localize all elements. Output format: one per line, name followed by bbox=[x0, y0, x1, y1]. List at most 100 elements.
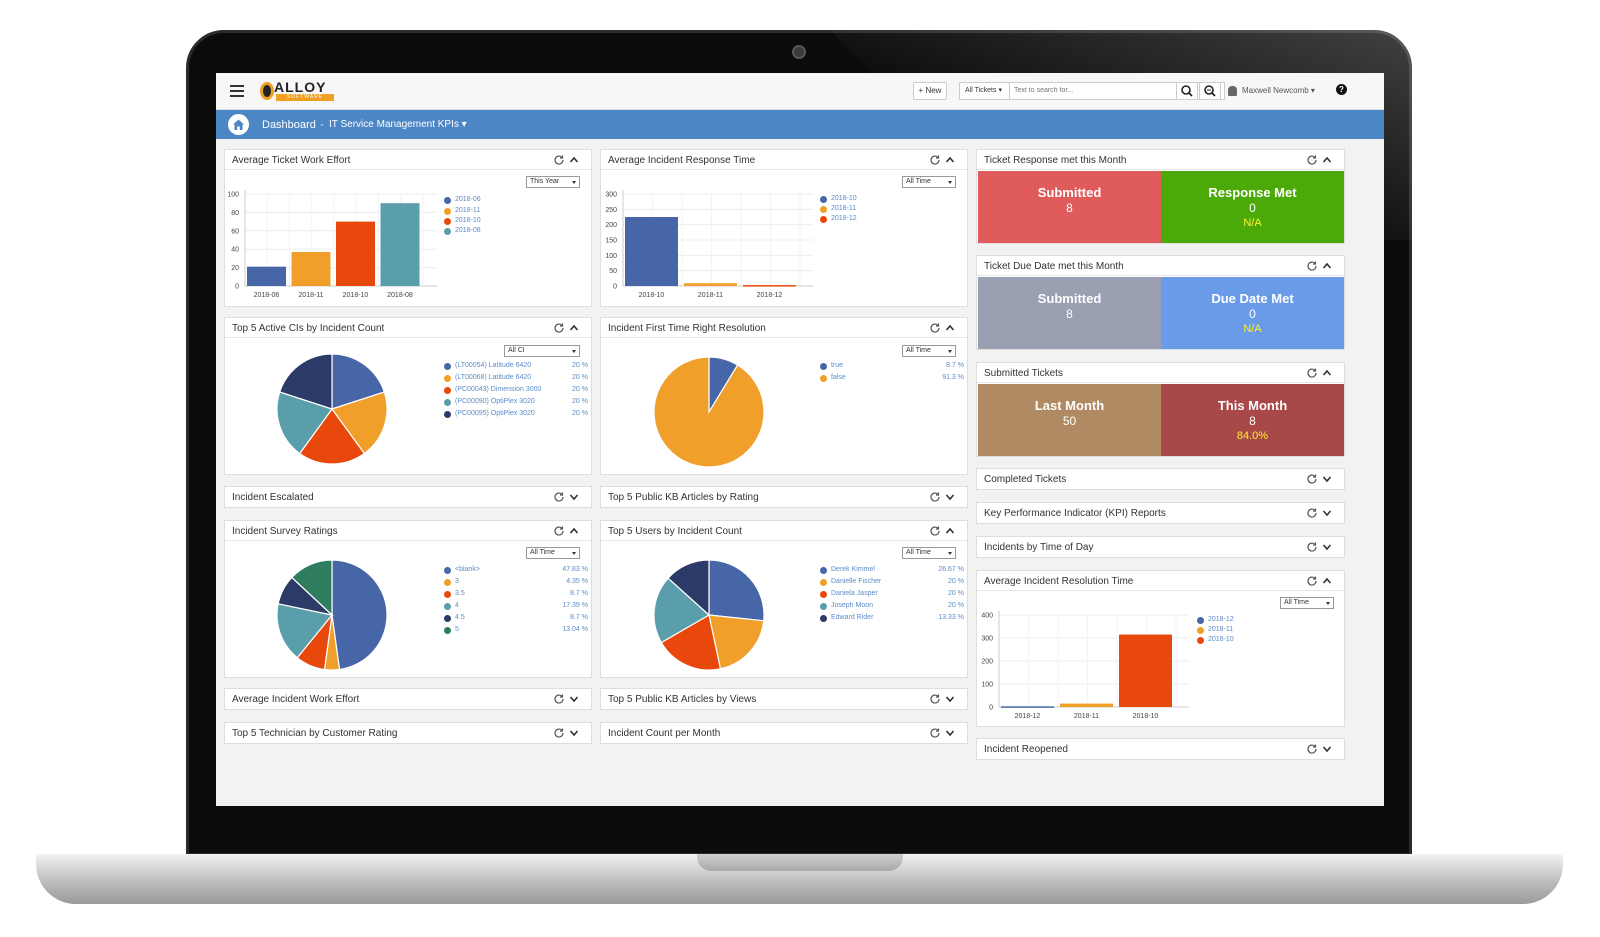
kpi-due-date-met[interactable]: Due Date Met 0 N/A bbox=[1161, 277, 1344, 349]
panel-top5-kb-rating[interactable]: Top 5 Public KB Articles by Rating bbox=[600, 486, 968, 508]
refresh-icon[interactable] bbox=[553, 154, 565, 166]
kpi-last-month[interactable]: Last Month 50 bbox=[978, 384, 1161, 456]
refresh-icon[interactable] bbox=[929, 727, 941, 739]
chevron-up-icon[interactable] bbox=[569, 526, 579, 536]
refresh-icon[interactable] bbox=[553, 727, 565, 739]
panel-incident-count-month[interactable]: Incident Count per Month bbox=[600, 722, 968, 744]
chevron-up-icon[interactable] bbox=[945, 155, 955, 165]
ci-filter-dropdown[interactable]: All CI bbox=[504, 345, 580, 357]
refresh-icon[interactable] bbox=[1306, 367, 1318, 379]
legend-item[interactable]: 2018-10 bbox=[444, 216, 524, 226]
refresh-icon[interactable] bbox=[1306, 575, 1318, 587]
breadcrumb-dashboard[interactable]: Dashboard bbox=[262, 119, 316, 131]
search-button[interactable] bbox=[1176, 82, 1198, 100]
chevron-down-icon[interactable] bbox=[569, 728, 579, 738]
legend-item[interactable]: 2018-10 bbox=[1197, 635, 1277, 645]
legend-item[interactable]: Joseph Moon 20 % bbox=[820, 600, 964, 612]
refresh-icon[interactable] bbox=[929, 491, 941, 503]
refresh-icon[interactable] bbox=[929, 322, 941, 334]
time-filter-dropdown[interactable]: This Year bbox=[526, 176, 580, 188]
kpi-submitted[interactable]: Submitted 8 bbox=[978, 171, 1161, 243]
legend-item[interactable]: Edward Rider 13.33 % bbox=[820, 612, 964, 624]
search-scope-dropdown[interactable]: All Tickets ▾ bbox=[960, 83, 1010, 99]
refresh-icon[interactable] bbox=[1306, 260, 1318, 272]
time-filter-dropdown[interactable]: All Time bbox=[1280, 597, 1334, 609]
time-filter-dropdown[interactable]: All Time bbox=[902, 345, 956, 357]
chevron-up-icon[interactable] bbox=[1322, 576, 1332, 586]
legend-item[interactable]: 4 17.39 % bbox=[444, 600, 588, 612]
refresh-icon[interactable] bbox=[1306, 743, 1318, 755]
legend-item[interactable]: <blank> 47.83 % bbox=[444, 564, 588, 576]
refresh-icon[interactable] bbox=[553, 525, 565, 537]
legend-item[interactable]: (LT00068) Latitude 6420 20 % bbox=[444, 372, 588, 384]
legend-item[interactable]: 2018-11 bbox=[1197, 625, 1277, 635]
chevron-down-icon[interactable] bbox=[1322, 744, 1332, 754]
chevron-down-icon[interactable] bbox=[1322, 474, 1332, 484]
panel-top5-technician[interactable]: Top 5 Technician by Customer Rating bbox=[224, 722, 592, 744]
chevron-up-icon[interactable] bbox=[1322, 155, 1332, 165]
legend-item[interactable]: 4.5 8.7 % bbox=[444, 612, 588, 624]
refresh-icon[interactable] bbox=[553, 693, 565, 705]
chevron-down-icon[interactable] bbox=[945, 728, 955, 738]
refresh-icon[interactable] bbox=[553, 322, 565, 334]
panel-completed-tickets[interactable]: Completed Tickets bbox=[976, 468, 1345, 490]
refresh-icon[interactable] bbox=[553, 491, 565, 503]
chevron-up-icon[interactable] bbox=[569, 323, 579, 333]
legend-item[interactable]: 3 4.35 % bbox=[444, 576, 588, 588]
legend-item[interactable]: Daniela Jasper 20 % bbox=[820, 588, 964, 600]
legend-item[interactable]: (PC00095) OptiPlex 3020 20 % bbox=[444, 408, 588, 420]
dashboard-selector[interactable]: IT Service Management KPIs ▾ bbox=[329, 119, 467, 130]
panel-avg-incident-work-effort[interactable]: Average Incident Work Effort bbox=[224, 688, 592, 710]
legend-item[interactable]: 2018-11 bbox=[820, 204, 900, 214]
chevron-down-icon[interactable] bbox=[945, 492, 955, 502]
chevron-down-icon[interactable] bbox=[569, 492, 579, 502]
refresh-icon[interactable] bbox=[1306, 154, 1318, 166]
legend-item[interactable]: 2018-12 bbox=[820, 214, 900, 224]
legend-item[interactable]: Danielle Fischer 20 % bbox=[820, 576, 964, 588]
legend-item[interactable]: (PC00043) Dimension 3000 20 % bbox=[444, 384, 588, 396]
legend-item[interactable]: 2018-10 bbox=[820, 194, 900, 204]
chevron-down-icon[interactable] bbox=[945, 694, 955, 704]
time-filter-dropdown[interactable]: All Time bbox=[526, 547, 580, 559]
advanced-search-button[interactable] bbox=[1199, 82, 1221, 100]
legend-item[interactable]: true 8.7 % bbox=[820, 360, 964, 372]
home-button[interactable] bbox=[228, 114, 249, 135]
refresh-icon[interactable] bbox=[929, 693, 941, 705]
chevron-down-icon[interactable] bbox=[569, 694, 579, 704]
chevron-up-icon[interactable] bbox=[1322, 261, 1332, 271]
chevron-down-icon[interactable] bbox=[1322, 542, 1332, 552]
kpi-this-month[interactable]: This Month 8 84.0% bbox=[1161, 384, 1344, 456]
refresh-icon[interactable] bbox=[929, 154, 941, 166]
legend-item[interactable]: (LT00054) Latitude 6420 20 % bbox=[444, 360, 588, 372]
help-icon[interactable]: ? bbox=[1336, 84, 1347, 95]
time-filter-dropdown[interactable]: All Time bbox=[902, 547, 956, 559]
panel-kpi-reports[interactable]: Key Performance Indicator (KPI) Reports bbox=[976, 502, 1345, 524]
chevron-up-icon[interactable] bbox=[945, 323, 955, 333]
legend-item[interactable]: 2018-08 bbox=[444, 226, 524, 236]
kpi-submitted[interactable]: Submitted 8 bbox=[978, 277, 1161, 349]
chevron-up-icon[interactable] bbox=[1322, 368, 1332, 378]
user-menu[interactable]: Maxwell Newcomb ▾ bbox=[1228, 83, 1315, 99]
legend-item[interactable]: 2018-11 bbox=[444, 206, 524, 216]
legend-item[interactable]: false 91.3 % bbox=[820, 372, 964, 384]
panel-incidents-by-time[interactable]: Incidents by Time of Day bbox=[976, 536, 1345, 558]
alloy-logo[interactable]: ALLOY SOFTWARE bbox=[260, 78, 338, 104]
legend-item[interactable]: 2018-06 bbox=[444, 194, 524, 206]
refresh-icon[interactable] bbox=[1306, 541, 1318, 553]
legend-item[interactable]: (PC00090) OptiPlex 3020 20 % bbox=[444, 396, 588, 408]
chevron-up-icon[interactable] bbox=[569, 155, 579, 165]
panel-incident-escalated[interactable]: Incident Escalated bbox=[224, 486, 592, 508]
new-button[interactable]: + New bbox=[913, 82, 947, 100]
refresh-icon[interactable] bbox=[1306, 473, 1318, 485]
hamburger-menu-icon[interactable] bbox=[230, 85, 244, 97]
panel-top5-kb-views[interactable]: Top 5 Public KB Articles by Views bbox=[600, 688, 968, 710]
search-input[interactable] bbox=[1010, 83, 1224, 99]
chevron-up-icon[interactable] bbox=[945, 526, 955, 536]
chevron-down-icon[interactable] bbox=[1322, 508, 1332, 518]
legend-item[interactable]: 5 13.04 % bbox=[444, 624, 588, 636]
time-filter-dropdown[interactable]: All Time bbox=[902, 176, 956, 188]
refresh-icon[interactable] bbox=[929, 525, 941, 537]
legend-item[interactable]: 2018-12 bbox=[1197, 615, 1277, 625]
legend-item[interactable]: Derek Kimmel 26.67 % bbox=[820, 564, 964, 576]
kpi-response-met[interactable]: Response Met 0 N/A bbox=[1161, 171, 1344, 243]
